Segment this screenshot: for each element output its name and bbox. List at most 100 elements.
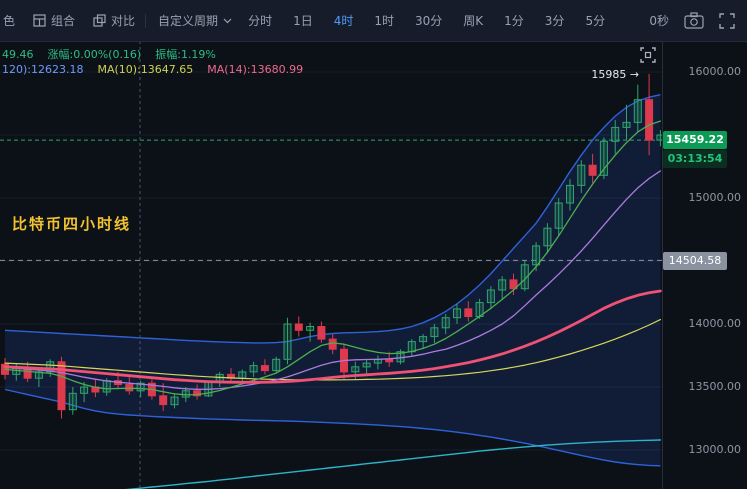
current-price-badge: 15459.22 (663, 131, 727, 150)
color-tool-button[interactable]: 色 (3, 12, 15, 29)
color-tool-label: 色 (3, 14, 16, 28)
candle-body (577, 164, 586, 186)
candle-body (249, 365, 258, 373)
candle-body (260, 365, 269, 372)
candle-body (283, 323, 292, 360)
info-value: 49.46 (2, 48, 34, 61)
candle-body (453, 308, 461, 319)
toolbar-divider (145, 13, 147, 28)
axis-label: 14000.00 (688, 317, 742, 330)
candle-body (532, 245, 541, 266)
chart-annotation: 比特币四小时线 (12, 215, 132, 233)
camera-icon[interactable] (684, 12, 704, 29)
ma-fast-green (4, 120, 662, 396)
candle-body (238, 371, 247, 379)
candle-body (520, 264, 529, 290)
refresh-countdown: 0秒 (649, 14, 669, 28)
candle-body (193, 390, 202, 397)
candle-body (46, 361, 55, 373)
candle-body (588, 164, 597, 176)
candle-body (294, 323, 303, 331)
ma-slow-red (3, 289, 662, 384)
info-value: 120):12623.18 (2, 63, 84, 76)
candle-body (159, 395, 168, 406)
period-tab-1日[interactable]: 1日 (293, 14, 313, 28)
toolbar-left-group: 色 组合 对比 (0, 12, 135, 29)
candle-body (306, 326, 315, 331)
price-stats-row: 49.46 涨幅:0.00%(0.16) 振幅:1.19% (2, 47, 303, 62)
period-tab-4时[interactable]: 4时 (333, 14, 354, 28)
period-tab-1时[interactable]: 1时 (374, 14, 394, 28)
candle-body (102, 380, 111, 393)
axis-label: 16000.00 (688, 65, 742, 78)
chevron-down-icon (223, 18, 232, 23)
ma-mid-purple (4, 170, 662, 390)
candle-body (633, 99, 642, 123)
bollinger-fill (5, 94, 661, 466)
info-value: 涨幅:0.00%(0.16) (47, 48, 142, 61)
bollinger-upper-line (4, 94, 661, 344)
ma-values-row: 120):12623.18 MA(10):13647.65 MA(14):13680… (2, 62, 303, 77)
axis-label: 13000.00 (688, 443, 742, 456)
candle-body (441, 317, 450, 329)
candle-body (80, 386, 89, 394)
ma-slow-yellow (4, 319, 662, 381)
candle-body (328, 338, 337, 350)
candle-body (645, 99, 654, 141)
axis-label: 13500.00 (688, 380, 742, 393)
toolbar-right-group: 0秒 (649, 12, 747, 29)
candle-body (430, 327, 439, 338)
candle-body (464, 308, 473, 317)
candle-body (599, 140, 608, 176)
custom-period-dropdown[interactable]: 自定义周期 (158, 12, 232, 29)
candle-body (68, 392, 77, 411)
restore-view-icon[interactable] (640, 47, 656, 67)
period-tab-周K[interactable]: 周K (463, 14, 484, 28)
bollinger-lower-line (4, 388, 661, 467)
candle-body (498, 279, 507, 291)
ma-long-cyan (124, 439, 662, 489)
info-value: MA(10):13647.65 (97, 63, 194, 76)
candle-body (57, 361, 66, 411)
candle-body (419, 336, 428, 343)
info-value: 振幅:1.19% (155, 48, 216, 61)
candle-body (656, 134, 663, 141)
period-tabs: 分时 1日 4时 1时 30分 周K 1分 3分 5分 (248, 12, 605, 29)
candle-body (385, 358, 394, 363)
layout-grid-icon (33, 14, 46, 27)
period-tab-3分[interactable]: 3分 (544, 14, 565, 28)
candle-body (362, 362, 371, 368)
price-axis[interactable]: 15459.22 03:13:54 14504.58 16000.00 15000… (662, 41, 747, 489)
mid-price-badge: 14504.58 (663, 252, 727, 271)
axis-label: 15000.00 (688, 191, 742, 204)
indicator-readout: 49.46 涨幅:0.00%(0.16) 振幅:1.19% 120):12623.1… (2, 47, 303, 77)
compare-button[interactable]: 对比 (93, 12, 135, 29)
candle-body (611, 126, 620, 142)
high-price-label: 15985 → (591, 68, 639, 81)
candle-body (486, 289, 495, 304)
candle-body (622, 121, 631, 128)
fullscreen-icon[interactable] (719, 12, 735, 29)
candle-body (543, 227, 552, 247)
candle-body (509, 279, 518, 290)
candle-body (317, 326, 326, 340)
candle-body (272, 358, 281, 372)
info-value: MA(14):13680.99 (207, 63, 304, 76)
candle-body (554, 202, 563, 229)
combo-label: 组合 (51, 14, 76, 28)
combo-button[interactable]: 组合 (33, 12, 75, 29)
candle-countdown-badge: 03:13:54 (663, 150, 727, 169)
period-tab-分时[interactable]: 分时 (248, 14, 273, 28)
candle-body (170, 396, 179, 406)
period-tab-1分[interactable]: 1分 (504, 14, 524, 28)
compare-label: 对比 (111, 14, 136, 28)
period-tab-5分[interactable]: 5分 (585, 14, 606, 28)
period-tab-30分[interactable]: 30分 (415, 14, 443, 28)
compare-icon (93, 14, 106, 27)
candle-body (181, 390, 190, 398)
custom-period-label: 自定义周期 (158, 14, 219, 28)
toolbar: 色 组合 对比 自定义周期 (0, 0, 747, 42)
candle-body (351, 366, 360, 373)
